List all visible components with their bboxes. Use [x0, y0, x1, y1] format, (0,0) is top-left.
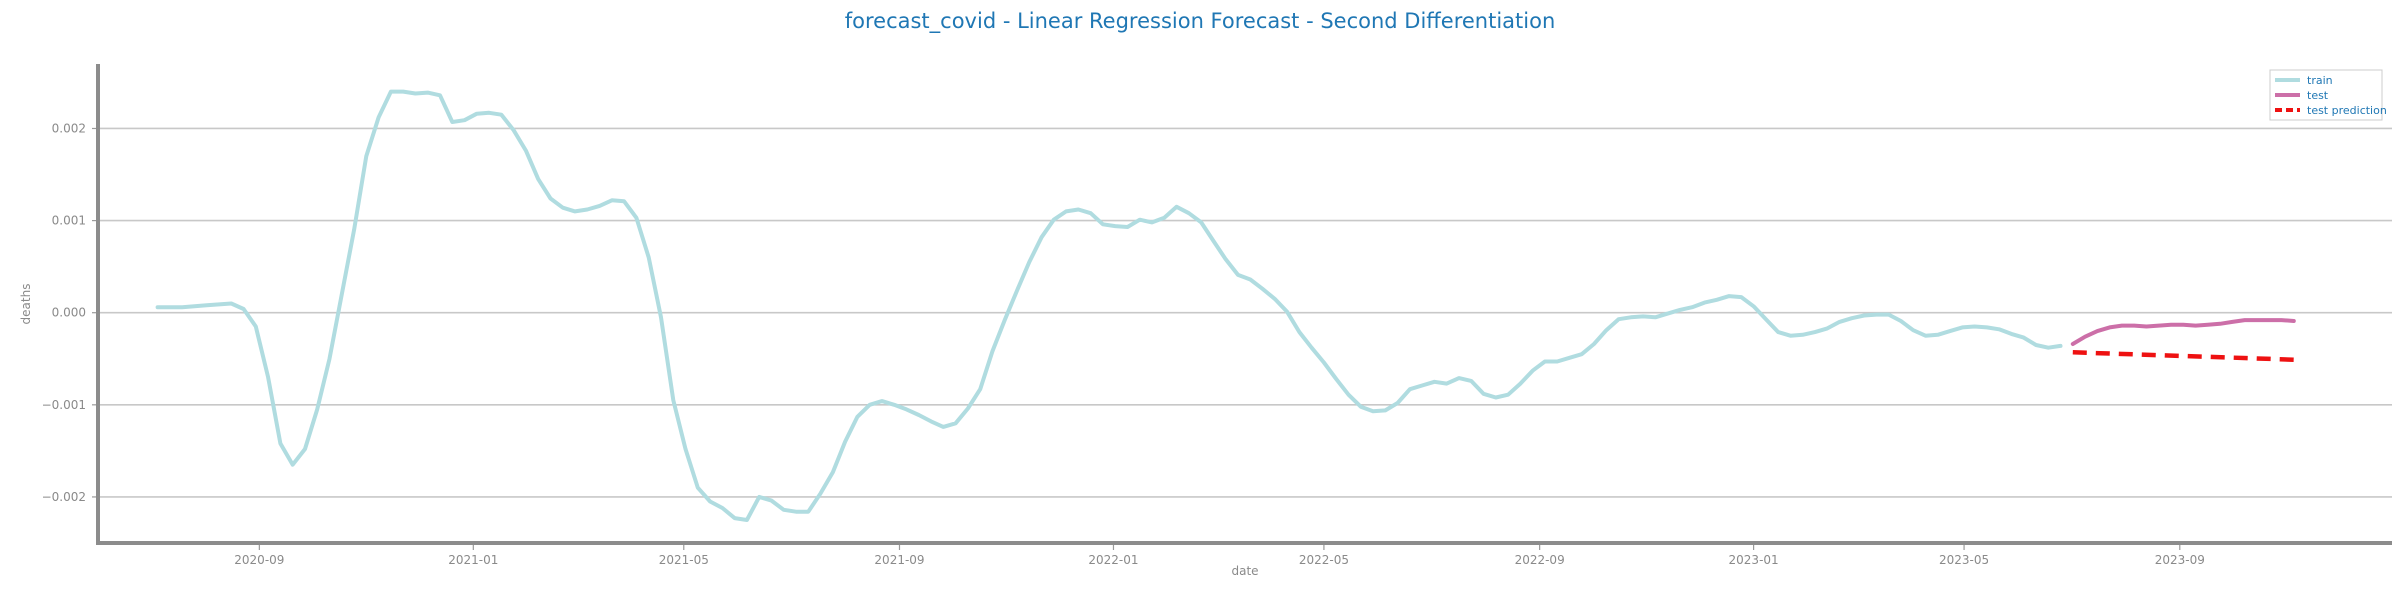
x-tick-label: 2021-01 [448, 553, 498, 567]
y-tick-label: 0.002 [52, 121, 86, 135]
x-tick-label: 2023-01 [1729, 553, 1779, 567]
series-line-train [155, 89, 2063, 522]
y-tick-label: 0.001 [52, 214, 86, 228]
legend: train test test prediction [2269, 69, 2387, 121]
series-layer [155, 89, 2296, 522]
y-ticks: 0.002 0.001 0.000 −0.001 −0.002 [42, 121, 96, 504]
x-tick-label: 2022-05 [1299, 553, 1349, 567]
x-tick-label: 2022-01 [1088, 553, 1138, 567]
y-tick-label: −0.001 [42, 398, 86, 412]
x-ticks: 2020-09 2021-01 2021-05 2021-09 2022-01 2022-… [234, 545, 2205, 567]
series-line-test [2070, 318, 2296, 346]
chart-title: forecast_covid - Linear Regression Forec… [845, 9, 1556, 34]
y-tick-label: −0.002 [42, 490, 86, 504]
y-axis-label: deaths [19, 284, 33, 325]
legend-label: train [2307, 74, 2333, 87]
x-tick-label: 2023-09 [2155, 553, 2205, 567]
x-tick-label: 2023-05 [1939, 553, 1989, 567]
x-tick-label: 2021-09 [874, 553, 924, 567]
legend-label: test prediction [2307, 104, 2387, 117]
x-tick-label: 2021-05 [659, 553, 709, 567]
axes [96, 64, 2392, 545]
x-axis-label: date [1231, 564, 1258, 578]
grid [98, 127, 2392, 498]
x-tick-label: 2020-09 [234, 553, 284, 567]
series-line-test-prediction [2072, 350, 2294, 362]
y-tick-label: 0.000 [52, 306, 86, 320]
legend-label: test [2307, 89, 2329, 102]
x-tick-label: 2022-09 [1515, 553, 1565, 567]
